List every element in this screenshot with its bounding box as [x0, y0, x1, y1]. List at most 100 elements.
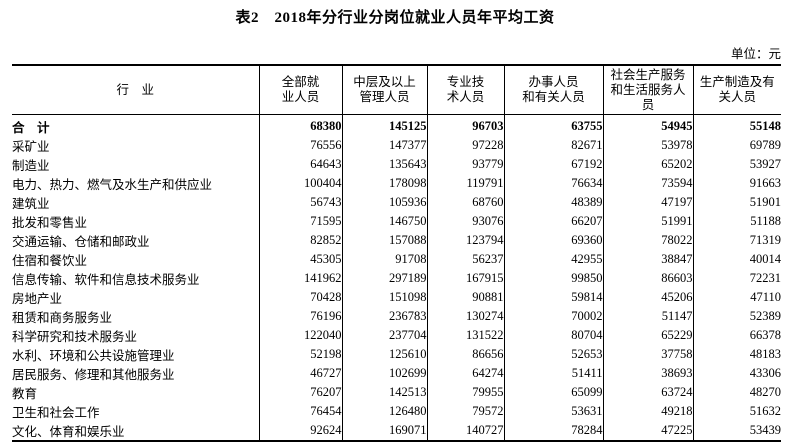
value-social-production-service: 38693	[602, 364, 693, 383]
value-manufacturing-related: 43306	[692, 364, 781, 383]
value-manufacturing-related: 52389	[692, 307, 781, 326]
table-row: 租赁和商务服务业 76196 236783 130274 70002 51147…	[12, 307, 781, 326]
value-middle-management: 237704	[341, 326, 427, 345]
value-social-production-service: 37758	[602, 345, 693, 364]
value-middle-management: 135643	[341, 155, 427, 174]
value-all-employed: 76196	[258, 307, 342, 326]
value-clerical: 48389	[503, 193, 603, 212]
value-professional-technical: 119791	[426, 174, 504, 193]
industry-name: 文化、体育和娱乐业	[12, 425, 125, 439]
value-professional-technical: 93779	[426, 155, 504, 174]
value-all-employed: 92624	[258, 421, 342, 441]
value-professional-technical: 86656	[426, 345, 504, 364]
value-manufacturing-related: 47110	[692, 288, 781, 307]
value-social-production-service: 38847	[602, 250, 693, 269]
table-row: 卫生和社会工作 76454 126480 79572 53631 49218 5…	[12, 402, 781, 421]
table-row: 教育 76207 142513 79955 65099 63724 48270	[12, 383, 781, 402]
value-all-employed: 76454	[258, 402, 342, 421]
table-row: 采矿业 76556 147377 97228 82671 53978 69789	[12, 136, 781, 155]
value-manufacturing-related: 69789	[692, 136, 781, 155]
value-clerical: 99850	[503, 269, 603, 288]
value-professional-technical: 64274	[426, 364, 504, 383]
wage-table: 行 业 全部就 业人员 中层及以上 管理人员 专业技 术人员 办事人员 和有关人…	[12, 64, 781, 442]
value-professional-technical: 56237	[426, 250, 504, 269]
table-row: 住宿和餐饮业 45305 91708 56237 42955 38847 400…	[12, 250, 781, 269]
value-professional-technical: 131522	[426, 326, 504, 345]
value-all-employed: 52198	[258, 345, 342, 364]
value-clerical: 70002	[503, 307, 603, 326]
value-social-production-service: 51991	[602, 212, 693, 231]
value-social-production-service: 53978	[602, 136, 693, 155]
table-row: 信息传输、软件和信息技术服务业 141962 297189 167915 998…	[12, 269, 781, 288]
value-manufacturing-related: 66378	[692, 326, 781, 345]
value-social-production-service: 65229	[602, 326, 693, 345]
value-all-employed: 68380	[258, 114, 342, 136]
value-middle-management: 157088	[341, 231, 427, 250]
value-manufacturing-related: 51188	[692, 212, 781, 231]
value-middle-management: 147377	[341, 136, 427, 155]
value-social-production-service: 51147	[602, 307, 693, 326]
value-all-employed: 64643	[258, 155, 342, 174]
value-clerical: 67192	[503, 155, 603, 174]
industry-name: 房地产业	[12, 292, 63, 306]
value-all-employed: 71595	[258, 212, 342, 231]
value-manufacturing-related: 48183	[692, 345, 781, 364]
value-clerical: 63755	[503, 114, 603, 136]
table-row: 水利、环境和公共设施管理业 52198 125610 86656 52653 3…	[12, 345, 781, 364]
value-professional-technical: 90881	[426, 288, 504, 307]
industry-name: 租赁和商务服务业	[12, 311, 113, 325]
value-professional-technical: 140727	[426, 421, 504, 441]
value-middle-management: 169071	[341, 421, 427, 441]
value-middle-management: 142513	[341, 383, 427, 402]
value-middle-management: 151098	[341, 288, 427, 307]
value-all-employed: 46727	[258, 364, 342, 383]
value-manufacturing-related: 91663	[692, 174, 781, 193]
value-social-production-service: 86603	[602, 269, 693, 288]
value-middle-management: 145125	[341, 114, 427, 136]
value-middle-management: 178098	[341, 174, 427, 193]
value-professional-technical: 167915	[426, 269, 504, 288]
value-all-employed: 70428	[258, 288, 342, 307]
table-row: 交通运输、仓储和邮政业 82852 157088 123794 69360 78…	[12, 231, 781, 250]
value-social-production-service: 49218	[602, 402, 693, 421]
table-row: 文化、体育和娱乐业 92624 169071 140727 78284 4722…	[12, 421, 781, 441]
value-middle-management: 126480	[341, 402, 427, 421]
industry-name: 建筑业	[12, 197, 50, 211]
industry-name: 采矿业	[12, 140, 50, 154]
table-row: 居民服务、修理和其他服务业 46727 102699 64274 51411 3…	[12, 364, 781, 383]
unit-label: 单位：元	[730, 47, 781, 61]
table-title: 表2 2018年分行业分岗位就业人员年平均工资	[235, 10, 555, 26]
industry-name: 批发和零售业	[12, 216, 88, 230]
value-social-production-service: 47225	[602, 421, 693, 441]
industry-name: 教育	[12, 387, 38, 401]
value-clerical: 82671	[503, 136, 603, 155]
value-manufacturing-related: 51901	[692, 193, 781, 212]
value-clerical: 51411	[503, 364, 603, 383]
table-row: 科学研究和技术服务业 122040 237704 131522 80704 65…	[12, 326, 781, 345]
col-header-manufacturing-related: 生产制造及有 关人员	[692, 65, 781, 115]
value-clerical: 69360	[503, 231, 603, 250]
industry-name: 交通运输、仓储和邮政业	[12, 235, 150, 249]
value-professional-technical: 79572	[426, 402, 504, 421]
value-all-employed: 76207	[258, 383, 342, 402]
value-middle-management: 297189	[341, 269, 427, 288]
industry-name: 住宿和餐饮业	[12, 254, 88, 268]
value-manufacturing-related: 40014	[692, 250, 781, 269]
value-all-employed: 76556	[258, 136, 342, 155]
value-middle-management: 102699	[341, 364, 427, 383]
value-social-production-service: 47197	[602, 193, 693, 212]
col-header-professional-technical: 专业技 术人员	[426, 65, 504, 115]
value-all-employed: 141962	[258, 269, 342, 288]
value-social-production-service: 63724	[602, 383, 693, 402]
value-professional-technical: 79955	[426, 383, 504, 402]
value-all-employed: 100404	[258, 174, 342, 193]
col-header-social-production-service: 社会生产服务 和生活服务人 员	[602, 65, 693, 115]
col-header-middle-management: 中层及以上 管理人员	[341, 65, 427, 115]
value-middle-management: 146750	[341, 212, 427, 231]
industry-name: 科学研究和技术服务业	[12, 330, 138, 344]
header-row: 行 业 全部就 业人员 中层及以上 管理人员 专业技 术人员 办事人员 和有关人…	[12, 65, 781, 115]
value-professional-technical: 123794	[426, 231, 504, 250]
table-row: 房地产业 70428 151098 90881 59814 45206 4711…	[12, 288, 781, 307]
value-all-employed: 82852	[258, 231, 342, 250]
